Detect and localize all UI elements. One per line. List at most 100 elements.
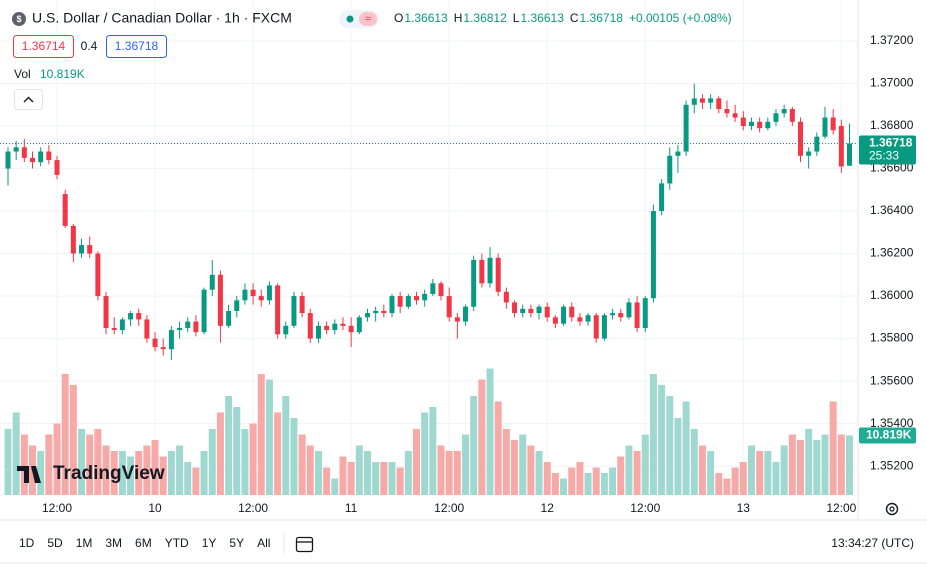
candle-body bbox=[250, 289, 256, 297]
candle-body bbox=[405, 296, 411, 307]
symbol-title[interactable]: U.S. Dollar / Canadian Dollar · 1h · FXC… bbox=[32, 10, 292, 26]
volume-bar bbox=[584, 473, 592, 495]
x-tick-label: 13 bbox=[737, 501, 751, 515]
volume-bar bbox=[208, 429, 216, 495]
candle-body bbox=[650, 211, 656, 299]
candle-body bbox=[70, 225, 76, 254]
spread: 0.4 bbox=[81, 39, 98, 53]
volume-bar bbox=[372, 462, 380, 495]
x-tick-label: 12:00 bbox=[434, 501, 464, 515]
logo-text[interactable]: TradingView bbox=[53, 463, 165, 484]
candle-body bbox=[830, 117, 836, 131]
volume-bar bbox=[102, 445, 110, 495]
candle-body bbox=[626, 302, 632, 318]
candle-body bbox=[193, 321, 199, 333]
range-button[interactable]: 5D bbox=[47, 536, 63, 550]
range-button[interactable]: 1Y bbox=[202, 536, 217, 550]
date-range-icon[interactable] bbox=[295, 536, 314, 553]
candle-body bbox=[217, 274, 223, 326]
legend-value: 1.36613 bbox=[404, 11, 448, 25]
volume-legend-value: 10.819K bbox=[40, 67, 85, 81]
range-button[interactable]: 3M bbox=[105, 536, 122, 550]
volume-bar bbox=[576, 462, 584, 495]
ask-price[interactable]: 1.36718 bbox=[115, 39, 159, 53]
candle-body bbox=[348, 325, 354, 333]
legend-key: C bbox=[570, 11, 579, 25]
collapse-button[interactable] bbox=[14, 89, 43, 110]
candle-body bbox=[503, 291, 509, 303]
volume-bar bbox=[282, 396, 290, 495]
volume-bar bbox=[200, 451, 208, 495]
candle-body bbox=[332, 323, 338, 331]
volume-bar bbox=[502, 429, 510, 495]
volume-bar bbox=[53, 423, 61, 495]
volume-bar bbox=[445, 451, 453, 495]
volume-bar bbox=[462, 434, 470, 495]
candle-body bbox=[708, 98, 714, 103]
candle-body bbox=[847, 143, 853, 166]
candle-body bbox=[430, 283, 436, 294]
candle-body bbox=[299, 296, 305, 314]
volume-bar bbox=[86, 434, 94, 495]
candle-body bbox=[414, 296, 419, 301]
y-tick-label: 1.35400 bbox=[870, 416, 914, 430]
volume-bar bbox=[756, 451, 764, 495]
y-tick-label: 1.36800 bbox=[870, 118, 914, 132]
volume-bar bbox=[633, 451, 641, 495]
candle-body bbox=[315, 325, 321, 339]
bid-price[interactable]: 1.36714 bbox=[22, 39, 66, 53]
volume-bar bbox=[265, 379, 273, 495]
candle-body bbox=[487, 257, 493, 284]
candle-body bbox=[209, 274, 215, 290]
volume-bar bbox=[698, 445, 706, 495]
candle-body bbox=[397, 296, 403, 307]
range-button[interactable]: YTD bbox=[165, 536, 189, 550]
candle-body bbox=[732, 113, 738, 118]
volume-bar bbox=[216, 412, 224, 495]
volume-bar bbox=[739, 462, 747, 495]
candle-body bbox=[356, 317, 362, 333]
candle-body bbox=[463, 306, 469, 322]
volume-bar bbox=[527, 445, 535, 495]
settings-icon[interactable] bbox=[885, 502, 899, 516]
volume-bar bbox=[560, 478, 568, 495]
volume-bar bbox=[274, 412, 282, 495]
volume-bar bbox=[339, 456, 347, 495]
candle-body bbox=[381, 310, 387, 314]
candle-body bbox=[789, 109, 795, 122]
candle-body bbox=[152, 338, 158, 348]
volume-bar bbox=[666, 396, 674, 495]
candle-body bbox=[634, 302, 640, 328]
volume-bar bbox=[404, 451, 412, 495]
range-button[interactable]: 6M bbox=[135, 536, 152, 550]
volume-bar bbox=[690, 429, 698, 495]
volume-bar bbox=[494, 401, 502, 495]
legend-key: O bbox=[394, 11, 403, 25]
candle-body bbox=[373, 310, 379, 314]
last-price-label: 1.36718 bbox=[869, 136, 913, 150]
clock[interactable]: 13:34:27 (UTC) bbox=[831, 536, 914, 550]
buy-box[interactable] bbox=[106, 35, 167, 58]
volume-bar bbox=[176, 445, 184, 495]
candle-body bbox=[21, 147, 27, 158]
candle-body bbox=[561, 306, 567, 324]
volume-bar bbox=[69, 385, 77, 495]
volume-bar bbox=[731, 467, 739, 495]
volume-bar bbox=[478, 379, 486, 495]
range-button[interactable]: 5Y bbox=[229, 536, 244, 550]
candle-body bbox=[520, 308, 526, 314]
volume-bar bbox=[421, 412, 429, 495]
candle-body bbox=[610, 313, 616, 316]
range-button[interactable]: 1D bbox=[19, 536, 35, 550]
volume-bar bbox=[658, 385, 666, 495]
volume-bar bbox=[78, 429, 86, 495]
range-button[interactable]: All bbox=[257, 536, 270, 550]
x-tick-label: 12:00 bbox=[630, 501, 660, 515]
sell-box[interactable] bbox=[13, 35, 74, 58]
volume-bar bbox=[453, 451, 461, 495]
volume-bar bbox=[20, 434, 28, 495]
volume-bar bbox=[192, 467, 200, 495]
candle-body bbox=[536, 306, 542, 314]
volume-bar bbox=[184, 462, 192, 495]
range-button[interactable]: 1M bbox=[76, 536, 93, 550]
